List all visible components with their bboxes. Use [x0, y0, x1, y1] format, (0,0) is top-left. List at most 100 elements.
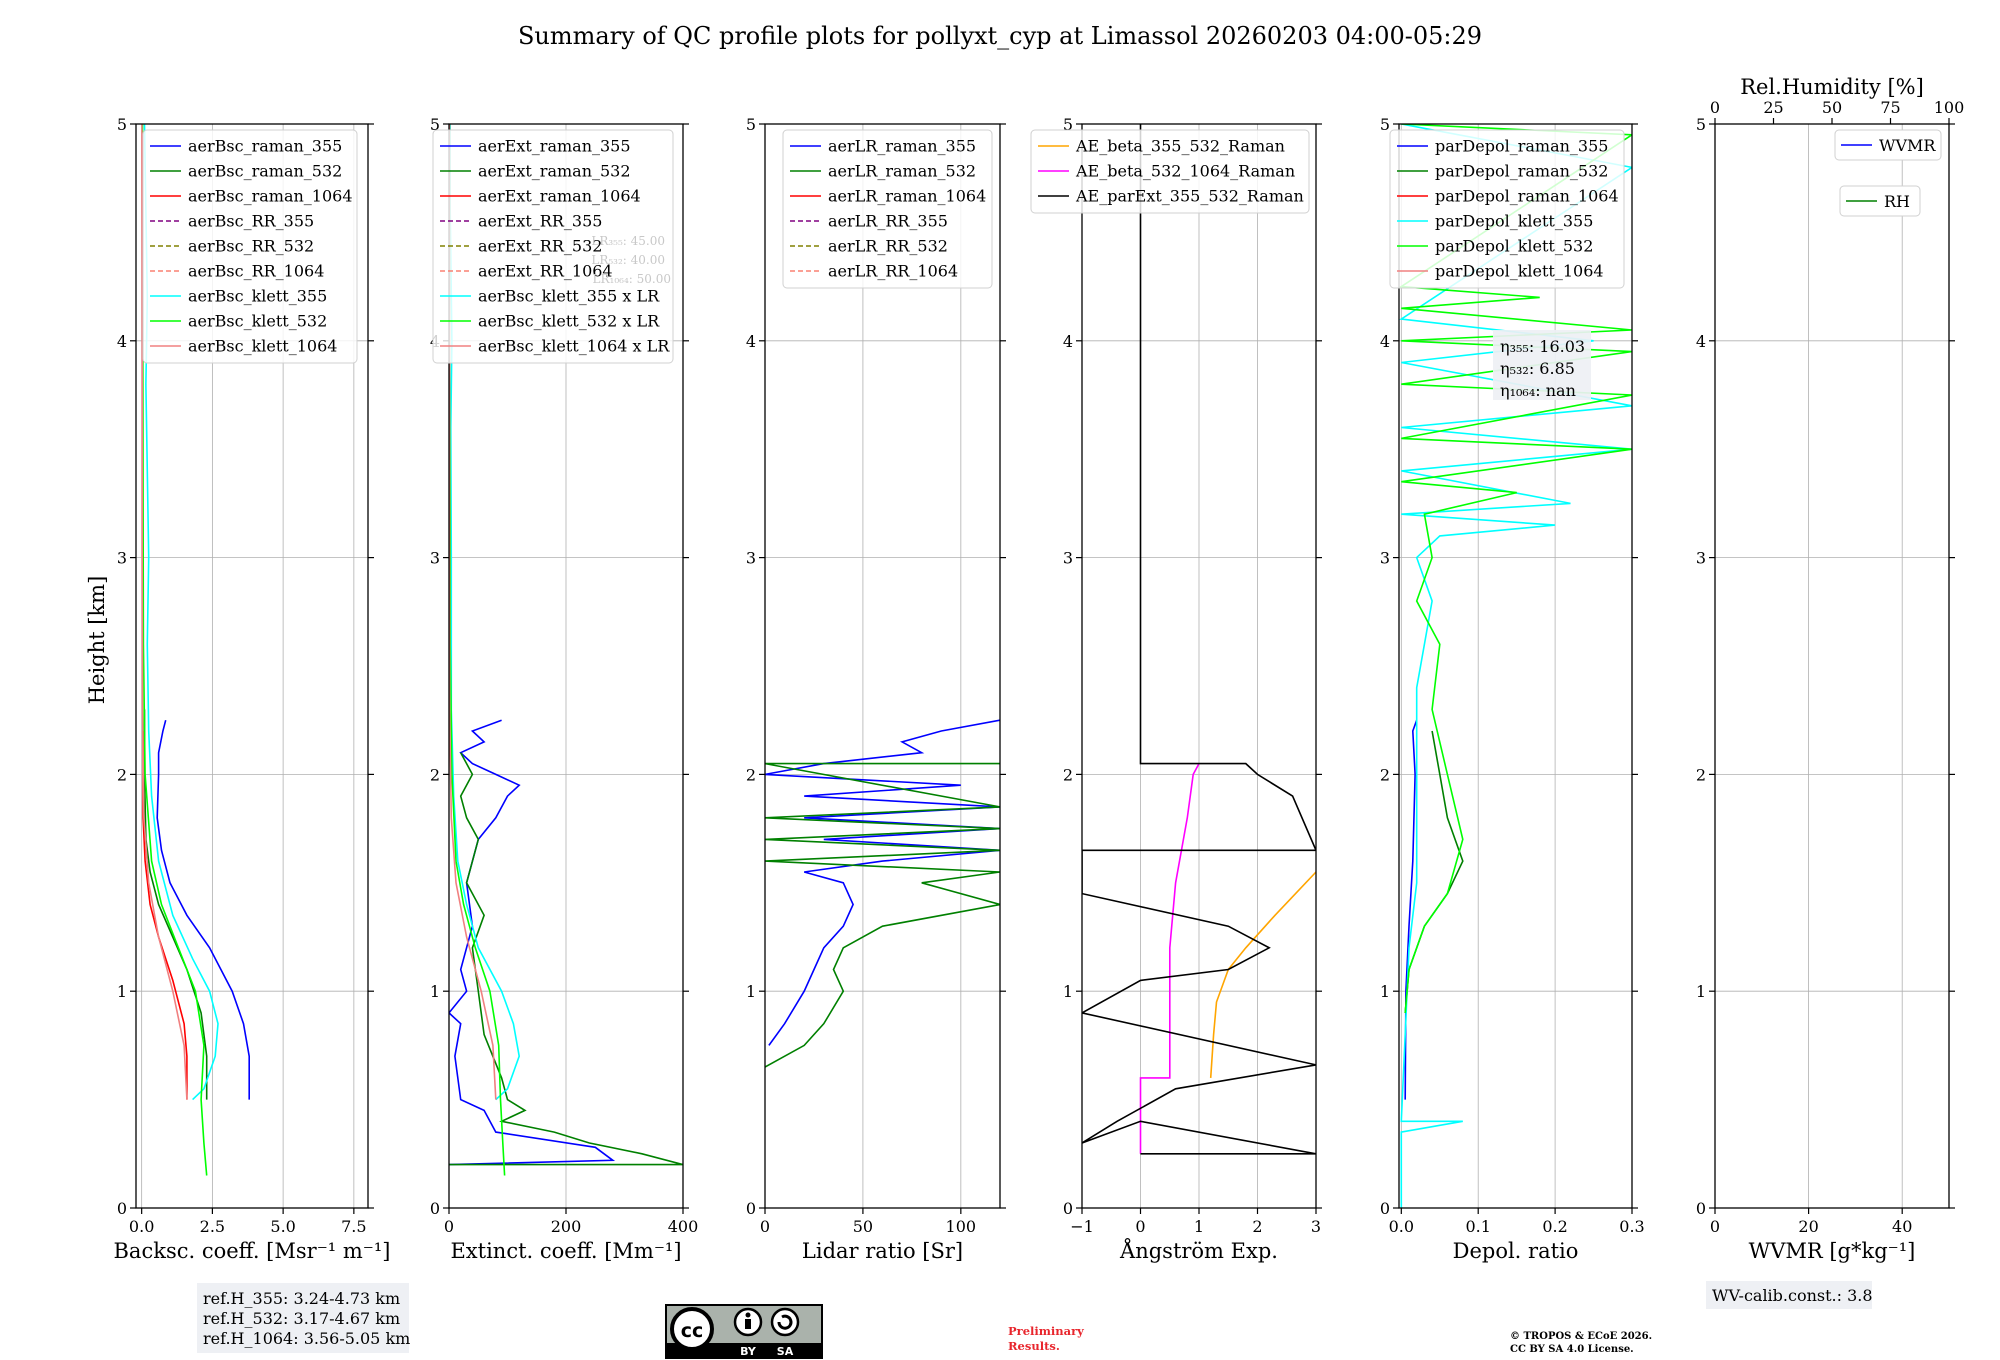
x-axis-label: WVMR [g*kg⁻¹]	[1749, 1239, 1916, 1263]
axes-frame	[764, 123, 1001, 1209]
cc-logo-icon	[670, 1307, 714, 1351]
x-tick-label: −1	[1070, 1217, 1094, 1236]
legend: aerLR_raman_355 aerLR_raman_532 aerLR_rama…	[782, 129, 993, 289]
legend: parDepol_raman_355 parDepol_raman_532 parD…	[1389, 129, 1625, 289]
legend-entry-pardepol-raman-532: parDepol_raman_532	[1435, 162, 1608, 181]
x-tick-label: 20	[1798, 1217, 1818, 1236]
copyright-line-1: © TROPOS & ECoE 2026.	[1510, 1331, 1652, 1342]
legend-box	[432, 129, 674, 364]
y-tick-label: 2	[1063, 765, 1073, 784]
series-line-ae-beta-532-1064-raman	[1139, 763, 1200, 1154]
legend-wvmr: WVMR	[1834, 129, 1942, 161]
ref-height-355: ref.H_355: 3.24-4.73 km	[203, 1289, 400, 1308]
x-axis-label: Extinct. coeff. [Mm⁻¹]	[450, 1239, 681, 1263]
x-tick-label: 2	[1252, 1217, 1262, 1236]
preliminary-note: Preliminary Results.	[1008, 1324, 1084, 1353]
y-tick-label: 5	[1696, 115, 1706, 134]
y-tick-label: 4	[117, 332, 127, 351]
y-tick-label: 3	[430, 549, 440, 568]
legend-entry-pardepol-klett-355: parDepol_klett_355	[1435, 212, 1593, 231]
series-group	[1082, 124, 1316, 1155]
legend-box	[1839, 185, 1921, 217]
series-line-aerbsc-raman-532	[143, 709, 208, 1100]
y-tick-label: 0	[746, 1199, 756, 1218]
y-tick-label: 4	[1063, 332, 1073, 351]
x-tick-label: 2.5	[200, 1217, 225, 1236]
x-tick-label: 0.2	[1542, 1217, 1567, 1236]
series-line-pardepol-klett-355	[1399, 124, 1632, 1208]
legend-entry-ae-parext-355-532-raman: AE_parExt_355_532_Raman	[1075, 187, 1304, 206]
legend: aerBsc_raman_355 aerBsc_raman_532 aerBsc_r…	[142, 129, 358, 364]
preliminary-line-2: Results.	[1008, 1339, 1060, 1353]
y-tick-label: 5	[430, 115, 440, 134]
legend-entry-aerext-rr-532: aerExt_RR_532	[478, 237, 602, 256]
y-tick-label: 2	[430, 765, 440, 784]
series-line-aerext-raman-532	[449, 752, 683, 1166]
y-tick-label: 1	[1380, 982, 1390, 1001]
legend-box	[1834, 129, 1942, 161]
panel-extinction: 0200400012345Extinct. coeff. [Mm⁻¹]aerEx…	[430, 115, 698, 1263]
legend-entry-aerext-rr-355: aerExt_RR_355	[478, 212, 602, 231]
series-line-pardepol-raman-355	[1404, 719, 1418, 1100]
y-tick-label: 0	[1063, 1199, 1073, 1218]
legend-entry-aerbsc-klett-532-x-lr: aerBsc_klett_532 x LR	[478, 312, 660, 331]
legend-entry-aerbsc-rr-1064: aerBsc_RR_1064	[188, 262, 324, 281]
legend-entry-aerlr-raman-532: aerLR_raman_532	[828, 162, 976, 181]
by-label: BY	[740, 1345, 757, 1358]
legend-box	[782, 129, 993, 289]
legend-entry-ae-beta-355-532-raman: AE_beta_355_532_Raman	[1075, 137, 1285, 156]
y-tick-label: 1	[1063, 982, 1073, 1001]
copyright-line-2: CC BY SA 4.0 License.	[1510, 1344, 1634, 1355]
copyright-note: © TROPOS & ECoE 2026. CC BY SA 4.0 Licen…	[1510, 1331, 1652, 1355]
series-group	[765, 719, 1000, 1068]
legend-entry-aerlr-raman-1064: aerLR_raman_1064	[828, 187, 986, 206]
x-tick-label: 0.0	[129, 1217, 154, 1236]
y-tick-label: 4	[746, 332, 756, 351]
legend-entry-aerext-raman-355: aerExt_raman_355	[478, 137, 631, 156]
legend-entry-pardepol-klett-532: parDepol_klett_532	[1435, 237, 1593, 256]
x-tick-label: 0.3	[1619, 1217, 1644, 1236]
series-line-ae-parext-355-532-raman	[1082, 124, 1316, 1155]
x-tick-label: 50	[853, 1217, 873, 1236]
legend-entry-pardepol-raman-355: parDepol_raman_355	[1435, 137, 1608, 156]
cc-by-sa-badge[interactable]: cc BY SA	[665, 1304, 823, 1359]
y-tick-label: 5	[117, 115, 127, 134]
depol-note-1064: η₁₀₆₄: nan	[1500, 381, 1576, 400]
x-axis-label: Lidar ratio [Sr]	[802, 1239, 963, 1263]
preliminary-line-1: Preliminary	[1008, 1324, 1084, 1338]
legend-entry-aerbsc-raman-355: aerBsc_raman_355	[188, 137, 342, 156]
panel-water_vapor: 0 20 40 0 1 2 3 4 5 WVMR [g*kg⁻¹] 0 25 50 75 100 Rel.Hu…	[1696, 75, 1964, 1263]
top-x-tick-label: 50	[1822, 98, 1842, 117]
series-line-aerbsc-klett-355-x-lr	[449, 124, 521, 1101]
panel-backscatter: 0.0 2.5 5.0 7.5 0 1 2 3 4 5 Backsc. coeff. [Msr⁻¹ …	[114, 115, 391, 1263]
cc-logo-text: cc	[681, 1320, 704, 1342]
depol-notes-box: η₃₅₅: 16.03 η₅₃₂: 6.85 η₁₀₆₄: nan	[1493, 330, 1591, 400]
top-x-tick-label: 75	[1880, 98, 1900, 117]
panels: 0.0 2.5 5.0 7.5 0 1 2 3 4 5 Backsc. coeff. [Msr⁻¹ …	[114, 75, 1965, 1263]
y-tick-label: 1	[1696, 982, 1706, 1001]
x-tick-label: 0.1	[1465, 1217, 1490, 1236]
sa-share-icon	[770, 1307, 800, 1337]
series-line-ae-beta-355-532-raman	[1209, 871, 1316, 1078]
legend-entry-aerbsc-raman-1064: aerBsc_raman_1064	[188, 187, 353, 206]
legend-rh: RH	[1839, 185, 1921, 217]
panel-lidar_ratio: 0 50 100 0 1 2 3 4 5 Lidar ratio [Sr] aerLR_raman_…	[746, 115, 1006, 1263]
depol-note-355: η₃₅₅: 16.03	[1500, 337, 1585, 356]
y-tick-label: 2	[1380, 765, 1390, 784]
x-tick-label: 0	[1710, 1217, 1720, 1236]
figure-title: Summary of QC profile plots for pollyxt_…	[518, 22, 1482, 50]
series-line-aerbsc-klett-1064	[141, 124, 188, 1100]
legend-entry-wvmr: WVMR	[1879, 136, 1936, 155]
x-axis-label: Ångström Exp.	[1119, 1238, 1278, 1263]
top-x-tick-label: 100	[1934, 98, 1965, 117]
panel-depolarization: 0.0 0.1 0.2 0.3 0 1 2 3 4 5 Depol. ratio parDepol_r…	[1380, 115, 1645, 1263]
axes-frame	[1714, 123, 1950, 1209]
y-tick-label: 5	[1380, 115, 1390, 134]
y-tick-label: 3	[1380, 549, 1390, 568]
axes-frame	[1398, 123, 1633, 1209]
x-tick-label: 100	[946, 1217, 977, 1236]
lidar-ratio-notes: LR₃₅₅: 45.00 LR₅₃₂: 40.00 LR₁₀₆₄: 50.00	[591, 234, 671, 286]
y-tick-label: 1	[430, 982, 440, 1001]
